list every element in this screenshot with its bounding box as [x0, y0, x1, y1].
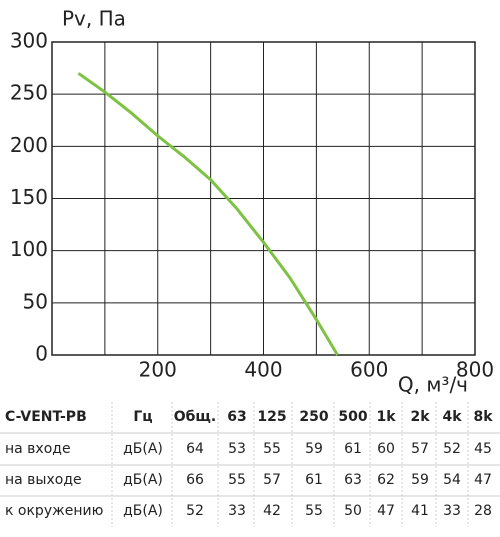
table-cell: 54	[443, 472, 461, 488]
table-cell: на входе	[5, 441, 71, 457]
table-cell: 59	[305, 441, 323, 457]
table-cell: 33	[443, 503, 461, 519]
table-cell: 57	[263, 472, 281, 488]
table-cell: 33	[228, 503, 246, 519]
x-tick-label: 400	[244, 358, 282, 382]
table-cell: дБ(А)	[123, 472, 163, 488]
table-cell: 53	[228, 441, 246, 457]
table-cell: 61	[344, 441, 362, 457]
table-cell: 52	[443, 441, 461, 457]
table-header: 250	[299, 409, 328, 425]
table-header: 2k	[410, 409, 430, 425]
table-cell: 52	[186, 503, 204, 519]
y-tick-label: 300	[10, 29, 48, 53]
table-cell: 41	[411, 503, 429, 519]
table-cell: 63	[344, 472, 362, 488]
y-tick-label: 150	[10, 185, 48, 209]
y-tick-label: 200	[10, 133, 48, 157]
x-tick-label: 200	[139, 358, 177, 382]
y-tick-label: 50	[23, 289, 48, 313]
table-header: 1k	[376, 409, 396, 425]
y-tick-label: 0	[35, 342, 48, 366]
table-cell: к окружению	[5, 503, 104, 519]
table-cell: дБ(А)	[123, 441, 163, 457]
y-tick-label: 100	[10, 237, 48, 261]
table-cell: 55	[228, 472, 246, 488]
curve	[77, 72, 339, 356]
table-cell: 47	[377, 503, 395, 519]
x-tick-label: 600	[350, 358, 388, 382]
table-header: Гц	[133, 409, 152, 425]
y-axis-label: Pv, Па	[62, 7, 126, 31]
table-cell: 62	[377, 472, 395, 488]
table-cell: 64	[186, 441, 204, 457]
table-cell: 61	[305, 472, 323, 488]
table-cell: 59	[411, 472, 429, 488]
table-header: C-VENT-PB	[5, 409, 87, 425]
table-cell: 47	[474, 472, 492, 488]
table-cell: 50	[344, 503, 362, 519]
table-header: 125	[257, 409, 286, 425]
table-cell: 66	[186, 472, 204, 488]
table-cell: на выходе	[5, 472, 82, 488]
table-cell: 45	[474, 441, 492, 457]
y-tick-label: 250	[10, 81, 48, 105]
table-header: 500	[338, 409, 367, 425]
table-cell: 42	[263, 503, 281, 519]
table-cell: дБ(А)	[123, 503, 163, 519]
x-tick-label: 800	[456, 358, 494, 382]
x-axis-label: Q, м³/ч	[398, 373, 468, 397]
table-cell: 28	[474, 503, 492, 519]
table-cell: 57	[411, 441, 429, 457]
table-header: 8k	[473, 409, 493, 425]
table-header: 63	[227, 409, 246, 425]
table-header: 4k	[442, 409, 462, 425]
plot-border	[51, 41, 476, 356]
table-cell: 55	[263, 441, 281, 457]
table-cell: 55	[305, 503, 323, 519]
table-cell: 60	[377, 441, 395, 457]
table-header: Общ.	[174, 409, 216, 425]
